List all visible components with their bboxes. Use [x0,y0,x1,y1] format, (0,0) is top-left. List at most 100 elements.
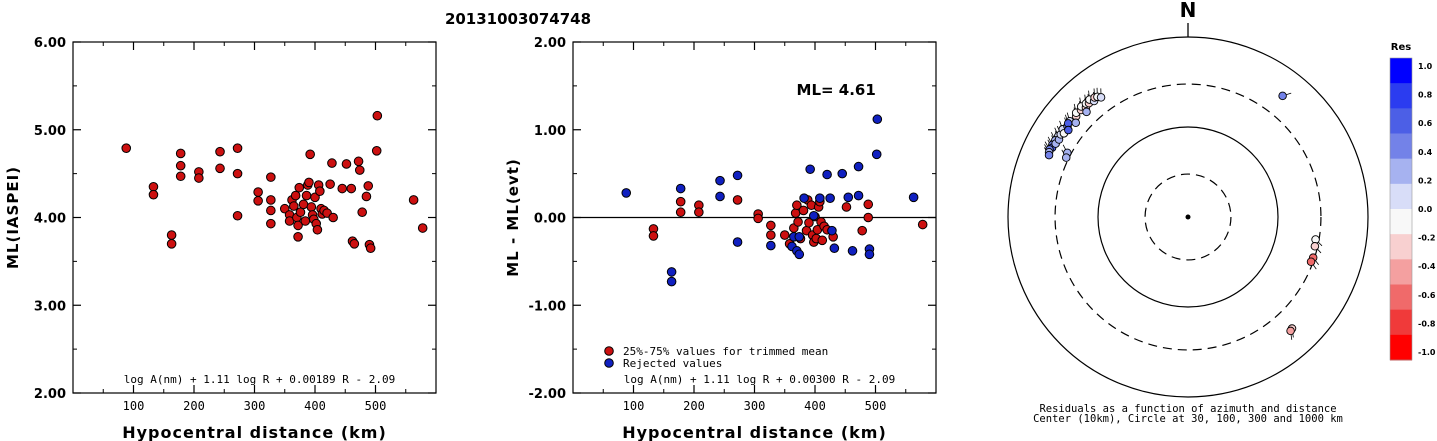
colorbar-segment [1390,259,1412,285]
station-marker [1082,107,1091,117]
data-point [175,171,186,182]
y-axis-label: ML - ML(evt) [504,158,522,276]
data-point [306,202,317,212]
station-marker [1278,91,1287,101]
used-data-point [790,208,801,218]
used-data-point [753,213,763,224]
rejected-data-point [908,192,919,203]
y-tick-label: 0.00 [534,212,566,227]
colorbar-frame [1389,57,1413,361]
station-marker [1286,326,1295,336]
used-data-point [766,220,776,231]
data-point [266,218,276,229]
data-point [148,189,159,200]
colorbar-segment [1390,309,1412,336]
data-point [371,146,382,156]
north-label: N [1180,0,1197,22]
rejected-data-point [871,149,882,160]
data-point [279,203,290,214]
legend-marker [604,358,614,368]
legend-label: 25%-75% values for trimmed mean [623,345,828,358]
x-tick-label: 400 [804,399,826,413]
data-point [361,191,372,202]
rejected-data-point [732,237,743,247]
used-data-point [841,202,852,212]
data-point [266,205,276,216]
rejected-data-point [794,232,805,242]
map-caption: Residuals as a function of azimuth and d… [1039,403,1336,415]
rejected-data-point [666,267,677,277]
data-point [357,207,367,218]
data-point [328,212,338,223]
formula-text: log A(nm) + 1.11 log R + 0.00189 R - 2.0… [124,373,396,386]
used-data-point [792,200,802,211]
data-point [293,220,303,231]
x-tick-label: 300 [744,399,766,413]
colorbar-label: -0.4 [1418,262,1436,271]
rejected-data-point [666,276,677,287]
data-point [417,223,428,233]
data-point [341,159,352,169]
colorbar-label: 0.2 [1418,176,1432,185]
station-marker [1044,150,1054,160]
azimuth-residual-map: N Residuals as a function of azimuth and … [1007,0,1369,425]
data-point [346,183,357,194]
rejected-data-point [715,175,725,186]
data-point [253,187,263,197]
station-marker [1306,257,1316,267]
rejected-data-point [829,243,840,254]
station-marker [1310,242,1320,251]
x-axis-label: Hypocentral distance (km) [622,423,887,441]
distance-ring [1007,36,1369,398]
used-data-point [675,196,686,207]
colorbar-segment [1390,58,1412,84]
data-point [408,195,419,205]
rejected-data-point [621,188,632,198]
used-data-point [694,207,704,218]
rejected-data-point [853,190,864,201]
legend-marker [604,346,614,356]
colorbar-segment [1390,133,1412,160]
data-point [353,156,364,167]
rejected-data-point [822,169,832,180]
data-point [232,143,243,153]
station-marker [1071,118,1080,128]
y-tick-label: 5.00 [34,124,66,139]
station-marker [1061,153,1071,162]
rejected-data-point [715,191,725,202]
ml-vs-distance-plot: 100 200 300 400 500 2.00 3.00 4.00 5.00 6.00 Hypoc… [4,36,437,441]
x-tick-label: 500 [865,399,887,413]
data-point [327,158,337,168]
data-point [315,186,325,196]
data-point [121,143,132,153]
x-tick-label: 100 [123,399,145,413]
distance-ring [1054,83,1322,351]
colorbar-segment [1390,209,1412,235]
colorbar-segment [1390,334,1412,361]
rejected-data-point [799,193,809,203]
rejected-data-point [825,193,835,203]
data-point [232,210,243,221]
used-data-point [917,219,928,230]
residual-vs-distance-plot: 100 200 300 400 500 -2.00 -1.00 0.00 1.00 2.00 Hyp… [504,36,937,441]
used-data-point [863,212,874,223]
rejected-data-point [837,168,848,179]
map-caption: Center (10km), Circle at 30, 100, 300 an… [1033,413,1343,425]
data-point [215,163,225,174]
y-tick-label: 3.00 [34,299,66,314]
data-point [298,199,309,210]
used-data-point [779,230,790,240]
residual-colorbar: Res 1.0 0.8 0.6 0.4 0.2 0.0 -0.2 -0.4 -0.6 -0.8 -1.… [1389,42,1436,361]
x-tick-label: 400 [304,399,326,413]
used-data-point [798,205,809,216]
used-data-point [857,225,867,236]
colorbar-label: -0.8 [1418,319,1436,328]
formula-text: log A(nm) + 1.11 log R + 0.00300 R - 2.0… [624,373,896,386]
y-tick-label: 2.00 [534,36,566,51]
data-point [301,190,312,201]
data-point [337,183,348,194]
distance-ring [1097,126,1279,308]
data-point [294,182,305,193]
colorbar-segment [1390,108,1412,134]
data-point [266,172,276,182]
